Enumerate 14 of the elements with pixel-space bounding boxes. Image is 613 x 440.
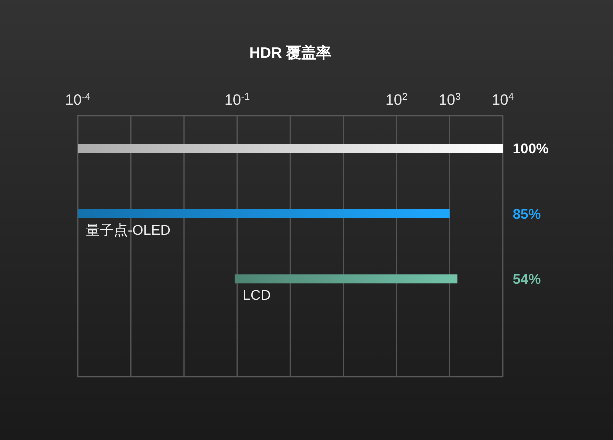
text: 54% (513, 271, 542, 288)
x-tick-label: 10$^{-1}$ (224, 92, 250, 109)
x-tick-label: 10$^{4}$ (492, 92, 515, 109)
text: 85% (513, 206, 542, 222)
x-tick-label: 10$^{2}$ (386, 92, 408, 109)
bar (234, 274, 458, 284)
text: 100% (513, 140, 550, 157)
chart-title: HDR 覆盖率 (250, 44, 332, 62)
x-tick-label: 10$^{-4}$ (65, 92, 92, 109)
y-tick-label: LCD (242, 287, 271, 304)
x-tick-label: 10$^{3}$ (438, 92, 461, 109)
y-tick-label: 量子点-OLED (86, 222, 171, 238)
bar (78, 144, 503, 154)
bar (78, 209, 450, 218)
